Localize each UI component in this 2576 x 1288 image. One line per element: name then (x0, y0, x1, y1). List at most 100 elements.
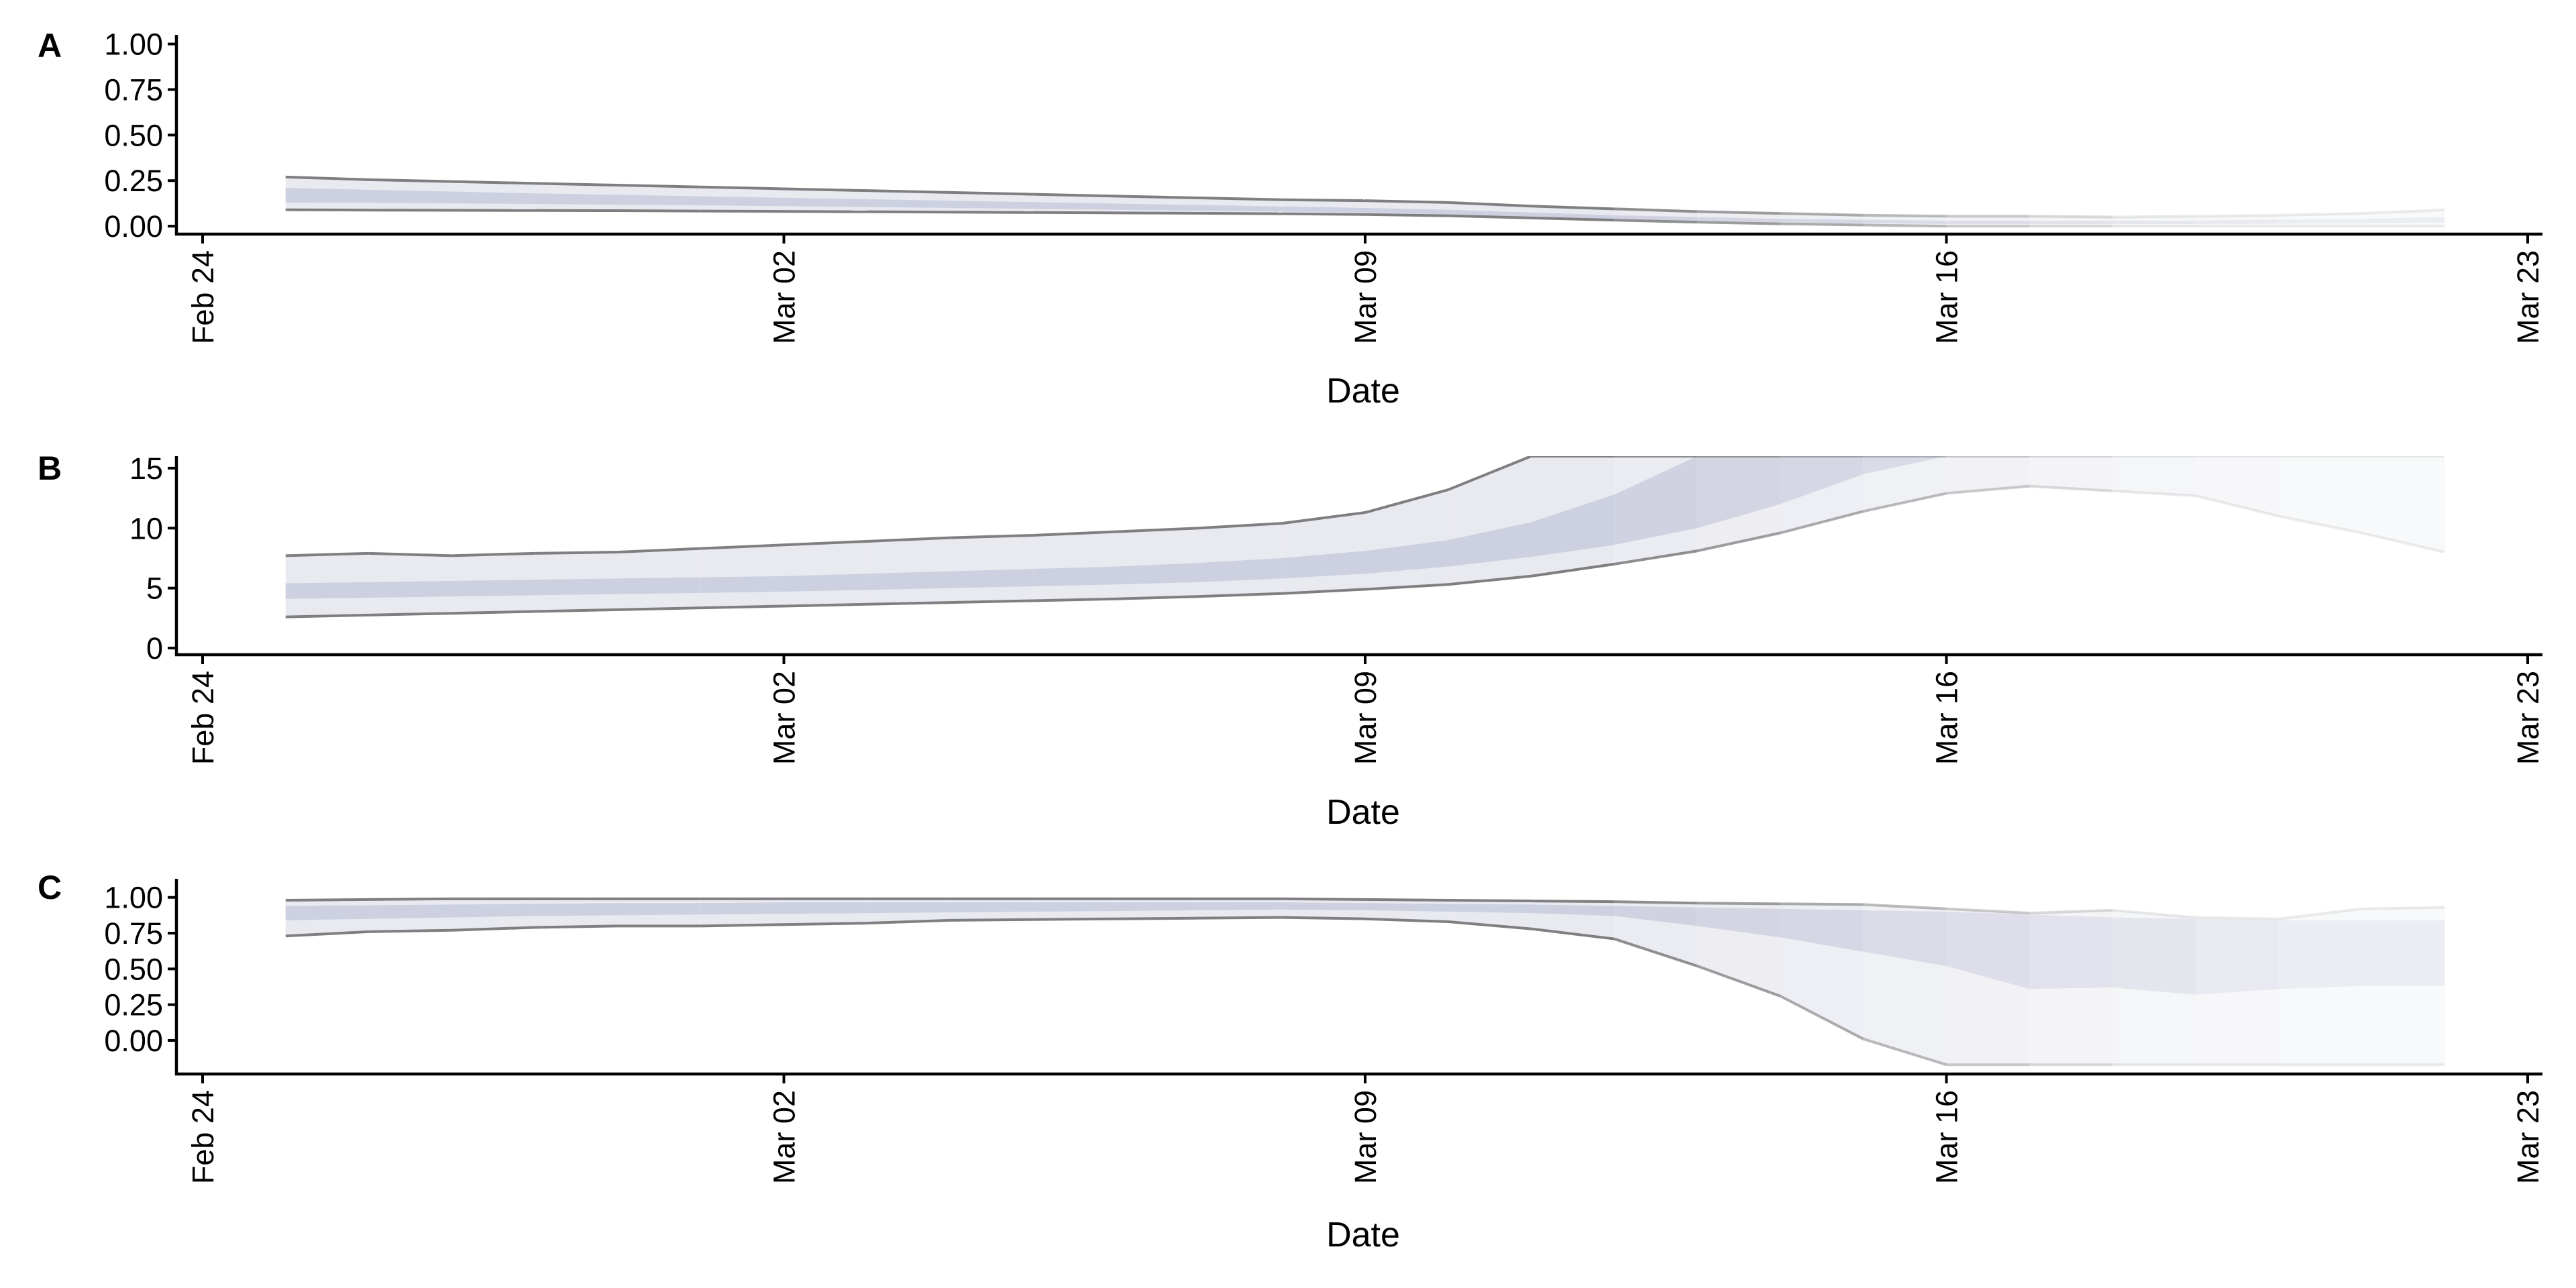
outer-lower-line-segment (1697, 221, 1780, 225)
inner-band-segment (950, 201, 1033, 209)
inner-band-segment (867, 902, 951, 914)
inner-band-segment (2029, 220, 2113, 224)
inner-band-segment (2112, 917, 2196, 995)
outer-lower-line-segment (285, 208, 369, 212)
outer-band-segment (2029, 216, 2113, 227)
outer-upper-line-segment (2278, 212, 2362, 217)
outer-band-segment (2278, 213, 2362, 227)
outer-upper-line-segment (1697, 902, 1780, 906)
x-tick-label: Mar 16 (1930, 250, 1964, 344)
outer-upper-line-segment (1448, 201, 1532, 208)
plot-area (285, 175, 2445, 228)
outer-band-segment (950, 535, 1033, 603)
inner-band-segment (1531, 904, 1615, 916)
inner-band-segment (784, 574, 867, 592)
inner-band-segment (285, 582, 369, 599)
inner-band-segment (368, 904, 452, 919)
y-tick-label: 1.00 (104, 881, 163, 915)
inner-band-segment (1448, 904, 1532, 914)
outer-upper-line-segment (1531, 205, 1615, 211)
inner-band-segment (1365, 207, 1448, 215)
outer-upper-line-segment (617, 184, 701, 189)
outer-lower-line-segment (1448, 574, 1532, 586)
inner-band-segment (1697, 456, 1780, 529)
inner-band-segment (368, 189, 452, 204)
outer-lower-line-segment (1364, 583, 1448, 591)
outer-lower-line-segment (1863, 492, 1947, 513)
outer-upper-line-segment (535, 182, 618, 187)
outer-upper-line-segment (1281, 511, 1366, 525)
outer-upper-line-segment (867, 189, 951, 194)
outer-upper-line-segment (451, 180, 535, 185)
outer-lower-line-segment (1531, 562, 1615, 578)
outer-lower-line-segment (451, 926, 535, 932)
outer-upper-line-segment (1946, 907, 2030, 915)
x-tick-label: Mar 02 (767, 671, 802, 765)
outer-upper-line-segment (1199, 522, 1283, 530)
inner-band-segment (1863, 219, 1947, 224)
inner-band-segment (1863, 910, 1947, 967)
inner-band-segment (950, 569, 1033, 588)
inner-band-segment (1365, 540, 1448, 574)
inner-band-segment (1946, 912, 2030, 989)
inner-band-segment (1780, 908, 1864, 952)
outer-upper-line-segment (1697, 210, 1780, 215)
outer-upper-line-segment (2361, 208, 2445, 215)
outer-lower-line-segment (1282, 588, 1366, 595)
outer-band-segment (2112, 456, 2196, 496)
inner-band-segment (1531, 494, 1615, 557)
inner-band-segment (1032, 202, 1116, 210)
outer-band-segment (2195, 456, 2279, 517)
outer-band-segment (784, 541, 867, 606)
outer-upper-line-segment (1116, 195, 1199, 200)
outer-lower-line-segment (784, 210, 867, 213)
inner-band-segment (700, 196, 784, 207)
outer-lower-line-segment (1199, 592, 1283, 598)
outer-upper-line-segment (2029, 908, 2113, 915)
outer-upper-line-segment (368, 551, 452, 557)
inner-band-segment (784, 197, 867, 207)
outer-band-segment (2278, 456, 2362, 533)
outer-lower-line-segment (950, 211, 1033, 214)
plot-area (285, 456, 2445, 619)
outer-lower-line-segment (1614, 219, 1698, 224)
inner-band-segment (1448, 522, 1532, 567)
outer-lower-line-segment (1946, 484, 2030, 495)
inner-band-segment (2278, 920, 2362, 989)
outer-lower-line-segment (285, 613, 369, 619)
outer-band-segment (2361, 209, 2445, 227)
outer-upper-line-segment (451, 551, 535, 557)
outer-band-segment (1448, 456, 1532, 585)
inner-band-segment (451, 904, 535, 918)
inner-band-segment (617, 903, 701, 916)
outer-lower-line-segment (1364, 213, 1448, 217)
inner-band-segment (2112, 220, 2196, 224)
inner-band-segment (1282, 206, 1365, 213)
outer-upper-line-segment (1614, 900, 1698, 905)
y-tick-label: 1.00 (104, 28, 163, 62)
y-tick-label: 0.25 (104, 988, 163, 1022)
outer-upper-line-segment (1364, 488, 1449, 514)
outer-lower-line-segment (2112, 489, 2196, 497)
x-tick-label: Mar 16 (1930, 1090, 1964, 1184)
inner-band-segment (451, 580, 535, 597)
outer-band-segment (2195, 917, 2279, 1065)
outer-band-segment (2029, 910, 2113, 1065)
x-tick-label: Mar 02 (767, 250, 802, 344)
inner-band-segment (1199, 557, 1283, 582)
inner-band-segment (2361, 920, 2445, 986)
x-tick-label: Mar 02 (767, 1090, 802, 1184)
y-tick-label: 0.00 (104, 209, 163, 244)
outer-lower-line-segment (700, 209, 784, 213)
x-axis-title: Date (1326, 1216, 1400, 1254)
outer-band-segment (1365, 490, 1448, 590)
outer-upper-line-segment (617, 547, 701, 554)
outer-upper-line-segment (285, 551, 369, 557)
inner-band-segment (784, 902, 867, 914)
y-tick-label: 0.00 (104, 1024, 163, 1058)
outer-upper-line-segment (1032, 530, 1116, 537)
x-tick-label: Feb 24 (186, 1090, 220, 1184)
inner-band-segment (867, 571, 951, 590)
outer-lower-line-segment (700, 604, 784, 610)
inner-band-segment (700, 902, 784, 915)
